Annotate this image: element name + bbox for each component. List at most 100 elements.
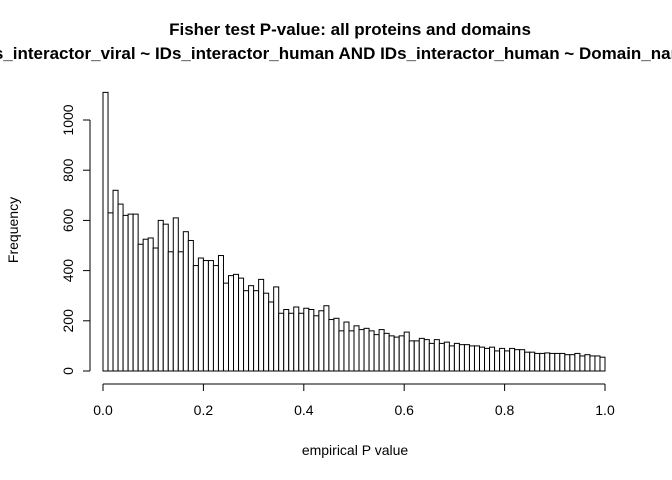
- histogram-bar: [157, 219, 164, 372]
- histogram-bar: [318, 310, 325, 372]
- histogram-bar: [298, 312, 305, 372]
- histogram-bar: [378, 329, 385, 372]
- histogram-bar: [564, 354, 571, 372]
- histogram-bar: [328, 319, 335, 372]
- histogram-bar: [584, 354, 591, 372]
- histogram-bar: [233, 273, 240, 372]
- histogram-bar: [202, 260, 209, 372]
- histogram-bar: [468, 345, 475, 372]
- histogram-bar: [217, 255, 224, 372]
- histogram-bar: [177, 251, 184, 372]
- y-tick-label: 800: [60, 158, 76, 182]
- x-axis: 0.0 0.2 0.4 0.6 0.8 1.0: [93, 383, 615, 418]
- histogram-bar: [443, 341, 450, 372]
- histogram-bar: [333, 317, 340, 372]
- histogram-bar: [238, 277, 245, 372]
- histogram-bar: [539, 352, 546, 372]
- histogram-bar: [162, 223, 169, 372]
- histogram-bar: [479, 346, 486, 372]
- histogram-bar: [137, 243, 144, 372]
- y-axis-label: Frequency: [5, 197, 21, 263]
- histogram-bar: [559, 352, 566, 372]
- histogram-bar: [313, 315, 320, 372]
- histogram-bar: [524, 351, 531, 372]
- histogram-bar: [338, 330, 345, 372]
- histogram-bar: [509, 347, 516, 372]
- x-tick-label: 0.4: [294, 402, 314, 418]
- histogram-bars: [102, 91, 606, 372]
- histogram-bar: [529, 351, 536, 372]
- histogram-bar: [403, 331, 410, 372]
- histogram-bar: [248, 285, 255, 372]
- histogram-bar: [504, 350, 511, 372]
- histogram-bar: [453, 342, 460, 372]
- histogram-bar: [393, 336, 400, 372]
- histogram-bar: [448, 345, 455, 372]
- histogram-bar: [423, 339, 430, 372]
- histogram-bar: [102, 91, 109, 372]
- histogram-bar: [288, 312, 295, 372]
- histogram-bar: [303, 307, 310, 372]
- x-tick-label: 0.8: [495, 402, 515, 418]
- histogram-bar: [589, 355, 596, 372]
- histogram-bar: [293, 306, 300, 372]
- chart-title: Fisher test P-value: all proteins and do…: [169, 20, 531, 39]
- histogram-bar: [308, 309, 315, 372]
- histogram-bar: [122, 214, 129, 372]
- histogram-bar: [323, 305, 330, 372]
- histogram-bar: [599, 356, 606, 372]
- y-tick-label: 400: [60, 259, 76, 283]
- histogram-bar: [117, 203, 124, 372]
- histogram-bar: [212, 265, 219, 372]
- histogram-bar: [408, 340, 415, 372]
- histogram-bar: [534, 352, 541, 372]
- histogram-bar: [107, 212, 114, 372]
- histogram-bar: [368, 330, 375, 372]
- histogram-bar: [458, 344, 465, 372]
- histogram-bar: [112, 189, 119, 372]
- histogram-bar: [363, 327, 370, 372]
- histogram-bar: [187, 239, 194, 372]
- histogram-bar: [484, 347, 491, 372]
- histogram-bar: [127, 213, 134, 372]
- histogram-bar: [499, 347, 506, 372]
- histogram-bar: [263, 292, 270, 372]
- histogram-bar: [147, 237, 154, 372]
- histogram-bar: [428, 342, 435, 372]
- histogram-bar: [243, 290, 250, 372]
- y-tick-label: 1000: [60, 104, 76, 135]
- histogram-bar: [182, 231, 189, 372]
- histogram-bar: [388, 335, 395, 372]
- histogram-bar: [258, 278, 265, 372]
- y-tick-label: 600: [60, 209, 76, 233]
- histogram-bar: [172, 217, 179, 372]
- histogram-bar: [549, 352, 556, 372]
- histogram-bar: [519, 349, 526, 372]
- y-axis: 0 200 400 600 800 1000: [60, 104, 91, 375]
- x-tick-label: 0.2: [194, 402, 214, 418]
- histogram-bar: [398, 335, 405, 372]
- y-tick-label: 0: [60, 367, 76, 375]
- histogram-bar: [142, 238, 149, 372]
- histogram-bar: [358, 329, 365, 372]
- histogram-bar: [494, 350, 501, 372]
- histogram-bar: [438, 342, 445, 372]
- x-tick-label: 0.0: [93, 402, 113, 418]
- histogram-bar: [489, 346, 496, 372]
- x-axis-label: empirical P value: [302, 442, 409, 458]
- histogram-bar: [569, 354, 576, 372]
- histogram-bar: [413, 340, 420, 372]
- histogram-bar: [192, 265, 199, 372]
- histogram-bar: [132, 213, 139, 372]
- y-tick-label: 200: [60, 309, 76, 333]
- histogram-bar: [463, 344, 470, 372]
- histogram-bar: [222, 282, 229, 372]
- histogram-bar: [418, 337, 425, 372]
- histogram-bar: [383, 332, 390, 372]
- histogram-bar: [594, 355, 601, 372]
- histogram-bar: [433, 339, 440, 372]
- histogram-bar: [373, 334, 380, 372]
- histogram-bar: [268, 301, 275, 372]
- histogram-bar: [167, 251, 174, 372]
